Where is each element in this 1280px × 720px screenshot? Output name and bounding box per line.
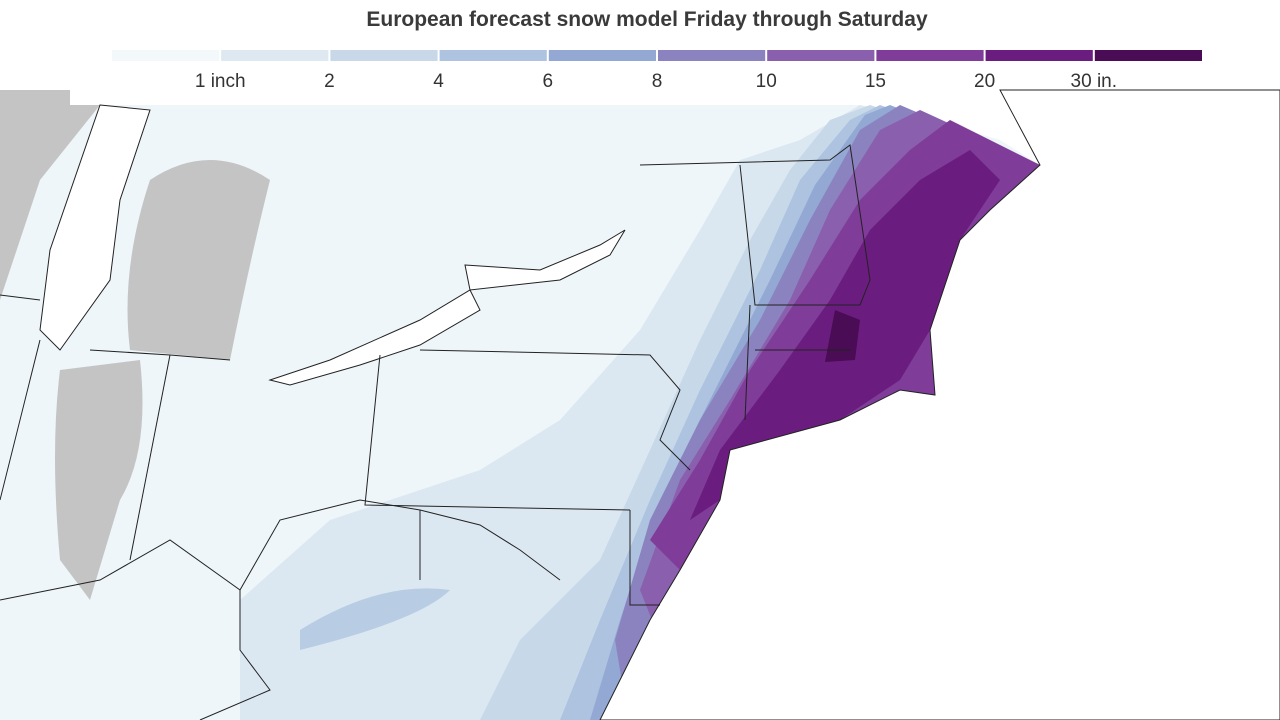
legend-label: 8 — [652, 71, 663, 92]
legend-swatch — [1094, 50, 1202, 61]
no-snow — [0, 90, 270, 600]
legend-swatch — [876, 50, 984, 61]
legend-label: 6 — [543, 71, 554, 92]
legend-swatch — [548, 50, 656, 61]
legend-label: 30 in. — [1071, 71, 1117, 92]
legend-swatch — [985, 50, 1093, 61]
band-4b — [300, 588, 450, 650]
legend: 1 inch 2 4 6 8 10 15 20 30 in. — [112, 50, 1202, 92]
lake-erie — [268, 289, 481, 386]
lake-ontario — [464, 229, 626, 291]
legend-label: 4 — [433, 71, 444, 92]
legend-swatch — [112, 50, 220, 61]
legend-label: 2 — [324, 71, 335, 92]
band-max — [825, 310, 860, 362]
legend-label: 10 — [756, 71, 777, 92]
legend-swatch — [658, 50, 766, 61]
lake-michigan — [39, 104, 151, 351]
legend-swatch — [439, 50, 547, 61]
map-title: European forecast snow model Friday thro… — [366, 8, 928, 31]
state-borders — [0, 144, 871, 720]
ocean — [599, 89, 1280, 720]
legend-swatch — [221, 50, 329, 61]
legend-label: 15 — [865, 71, 886, 92]
legend-swatch — [330, 50, 438, 61]
legend-label: 1 inch — [195, 71, 246, 92]
legend-swatch — [767, 50, 875, 61]
legend-label: 20 — [974, 71, 995, 92]
